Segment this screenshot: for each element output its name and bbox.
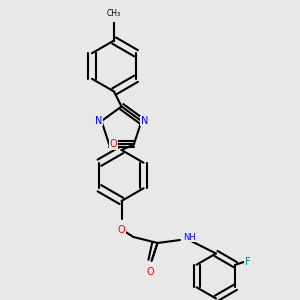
Text: N: N: [95, 116, 102, 126]
Text: O: O: [146, 267, 154, 277]
Text: F: F: [245, 257, 250, 267]
Text: N: N: [141, 116, 148, 126]
Text: CH₃: CH₃: [107, 9, 121, 18]
Text: O: O: [110, 140, 118, 149]
Text: NH: NH: [183, 232, 196, 242]
Text: O: O: [118, 225, 125, 235]
